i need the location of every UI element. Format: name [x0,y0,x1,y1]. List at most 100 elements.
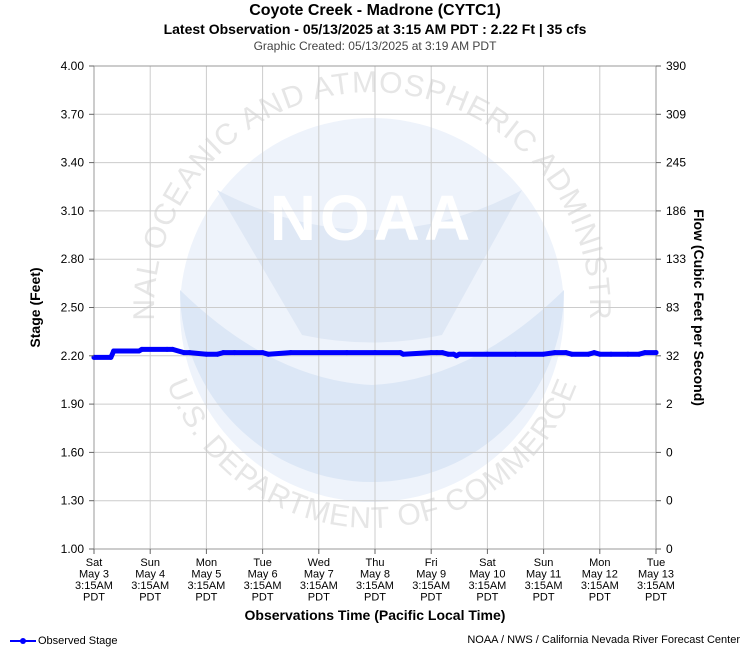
data-point [108,354,114,360]
x-tick-label: PDT [252,592,274,604]
data-point [484,351,490,357]
x-tick-label: PDT [83,592,105,604]
y-axis-label: Stage (Feet) [27,267,43,347]
data-point [636,351,642,357]
data-point [220,350,226,356]
x-tick-label: 3:15AM [468,580,506,592]
x-tick-label: Thu [366,557,385,569]
data-point [288,350,294,356]
x-tick-label: Mon [589,557,610,569]
x-tick-label: May 12 [582,569,618,581]
x-tick-label: May 13 [638,569,674,581]
data-point [372,350,378,356]
grid [93,65,657,550]
y-right-tick-label: 133 [666,252,686,266]
y-right-tick-label: 0 [666,445,673,459]
data-point [170,346,176,352]
data-point [400,351,406,357]
x-tick-label: May 6 [248,569,278,581]
x-tick-label: PDT [139,592,161,604]
y-axis-right-label: Flow (Cubic Feet per Second) [691,209,707,406]
y-right-tick-label: 83 [666,301,680,315]
data-point [439,350,445,356]
noaa-watermark: NOAANATIONAL OCEANIC AND ATMOSPHERIC ADM… [0,0,615,535]
x-tick-label: PDT [533,592,555,604]
chart-title: Coyote Creek - Madrone (CYTC1) [249,2,501,19]
x-tick-label: 3:15AM [75,580,113,592]
x-axis-label: Observations Time (Pacific Local Time) [245,607,506,623]
x-tick-label: May 4 [135,569,165,581]
y-left-tick-label: 1.60 [61,445,85,459]
data-point [344,350,350,356]
x-tick-label: PDT [645,592,667,604]
x-tick-label: PDT [589,592,611,604]
data-point [434,350,440,356]
data-point [111,348,117,354]
y-left-tick-label: 1.30 [61,494,85,508]
x-tick-label: Sun [534,557,554,569]
x-tick-label: 3:15AM [356,580,394,592]
latest-observation: Latest Observation - 05/13/2025 at 3:15 … [163,21,587,37]
data-point [586,351,592,357]
data-point [591,350,597,356]
x-tick-label: PDT [476,592,498,604]
x-tick-label: 3:15AM [525,580,563,592]
y-right-tick-label: 390 [666,59,686,73]
data-point [428,350,434,356]
data-point [608,351,614,357]
x-tick-label: PDT [364,592,386,604]
y-left-tick-label: 2.20 [61,349,85,363]
y-right-tick-label: 186 [666,204,686,218]
y-right-ticks: 390 309 245 186 133 83 32 2 0 0 0 [656,59,686,556]
x-tick-label: May 11 [526,569,561,581]
x-tick-label: PDT [195,592,217,604]
x-tick-label: 3:15AM [412,580,450,592]
data-point [541,351,547,357]
y-right-tick-label: 309 [666,107,686,121]
chart: NOAANATIONAL OCEANIC AND ATMOSPHERIC ADM… [0,0,707,623]
data-point [513,351,518,357]
series-layer [91,346,659,360]
x-tick-label: May 8 [360,569,390,581]
x-tick-label: Wed [308,557,330,569]
data-point [232,350,237,356]
y-right-tick-label: 32 [666,349,680,363]
x-tick-label: May 3 [79,569,109,581]
y-left-tick-label: 3.70 [61,107,85,121]
x-tick-label: May 7 [304,569,334,581]
y-left-tick-label: 3.40 [61,156,85,170]
y-right-tick-label: 0 [666,542,673,556]
data-point [316,350,322,356]
data-point [164,346,170,352]
x-tick-label: Sun [140,557,160,569]
watermark-logo-text: NOAA [270,182,474,254]
y-left-tick-label: 4.00 [61,59,85,73]
data-point [265,351,271,357]
legend: Observed Stage [10,635,118,647]
data-point [181,350,187,356]
data-point [642,350,648,356]
data-point [203,351,209,357]
x-tick-label: 3:15AM [637,580,675,592]
x-tick-label: PDT [308,592,330,604]
legend-label: Observed Stage [38,635,118,647]
data-point [260,350,266,356]
credit-text: NOAA / NWS / California Nevada River For… [467,634,740,646]
x-tick-label: Tue [647,557,666,569]
data-point [653,350,659,356]
x-tick-label: 3:15AM [244,580,282,592]
watermark-wave [180,290,564,482]
x-tick-label: 3:15AM [131,580,169,592]
y-left-tick-label: 1.00 [61,542,85,556]
data-point [456,351,462,357]
x-tick-label: May 10 [469,569,505,581]
y-right-tick-label: 0 [666,494,673,508]
y-left-ticks: 4.00 3.70 3.40 3.10 2.80 2.50 2.20 1.90 1.60 1.30… [61,59,94,556]
data-point [139,346,145,352]
data-point [552,350,558,356]
y-right-tick-label: 245 [666,156,686,170]
graphic-created: Graphic Created: 05/13/2025 at 3:19 AM P… [253,39,497,53]
y-left-tick-label: 1.90 [61,397,85,411]
data-point [625,351,631,357]
